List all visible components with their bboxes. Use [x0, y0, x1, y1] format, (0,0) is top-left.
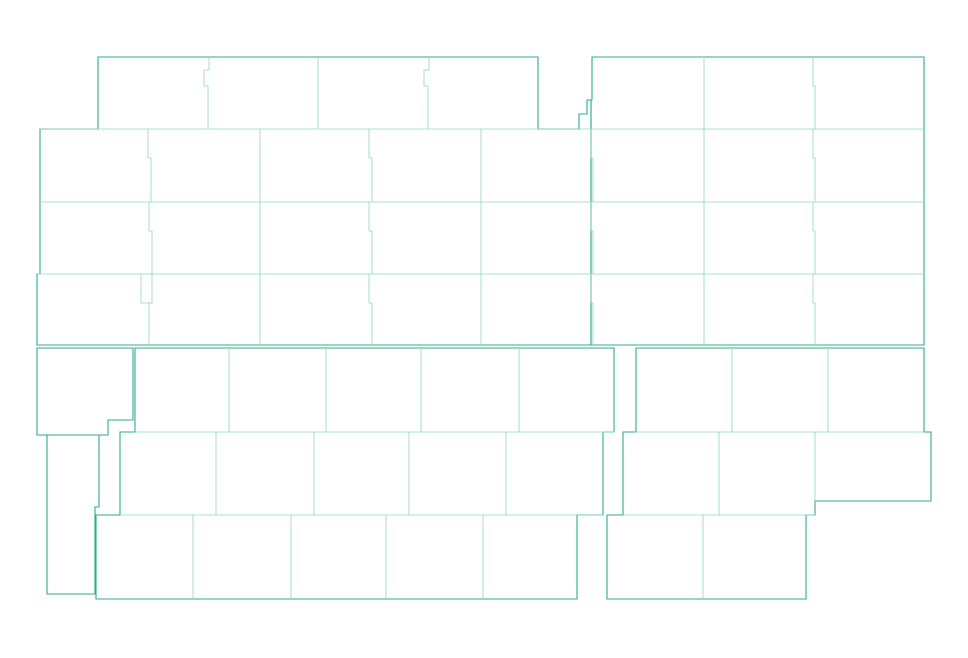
lot-divider: [590, 274, 594, 345]
block-lower-east: [606, 347, 932, 600]
lot-divider: [812, 274, 816, 345]
block-lower-west-strip: [46, 434, 100, 595]
block-upper-west: [36, 56, 592, 346]
lot-divider: [203, 57, 210, 129]
lot-divider: [148, 202, 153, 274]
lot-divider: [812, 129, 816, 202]
lot-divider: [812, 57, 816, 129]
lot-divider: [368, 129, 373, 202]
block-lower-middle: [95, 347, 615, 600]
lot-divider: [423, 57, 430, 129]
lot-divider: [368, 202, 373, 274]
lot-divider: [140, 274, 153, 304]
block-outlines: [36, 56, 932, 600]
lot-divider: [368, 274, 373, 345]
lot-divider: [590, 202, 594, 274]
lot-divider: [590, 129, 594, 202]
block-lower-west-lot: [36, 347, 134, 436]
block-upper-east: [590, 56, 925, 346]
lot-divider: [147, 129, 152, 202]
lot-divider: [812, 202, 816, 274]
lot-dividers: [37, 57, 924, 599]
